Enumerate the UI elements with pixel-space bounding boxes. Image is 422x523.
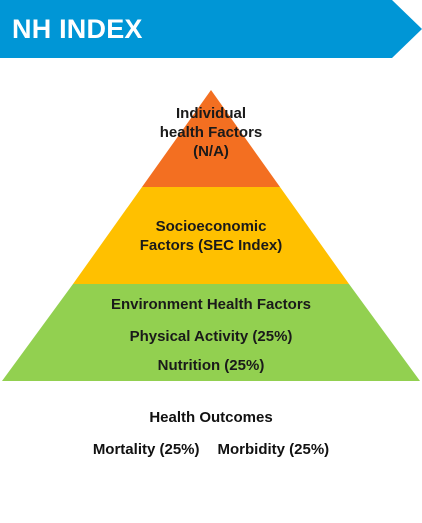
nutrition-label: Nutrition (25%) <box>40 356 382 375</box>
morbidity-label: Morbidity (25%) <box>218 441 330 458</box>
tier-line: Socioeconomic <box>100 217 322 236</box>
tier-line: (N/A) <box>150 142 272 161</box>
health-outcomes-row: Mortality (25%) Morbidity (25%) <box>0 441 422 458</box>
tier-line: health Factors <box>150 123 272 142</box>
health-outcomes-title: Health Outcomes <box>0 409 422 426</box>
socioeconomic-tier-label: Socioeconomic Factors (SEC Index) <box>100 217 322 255</box>
mortality-label: Mortality (25%) <box>93 441 200 458</box>
physical-activity-label: Physical Activity (25%) <box>40 327 382 346</box>
environment-tier-heading: Environment Health Factors <box>40 295 382 314</box>
individual-tier-label: Individual health Factors (N/A) <box>150 104 272 161</box>
tier-line: Factors (SEC Index) <box>100 236 322 255</box>
tier-line: Individual <box>150 104 272 123</box>
